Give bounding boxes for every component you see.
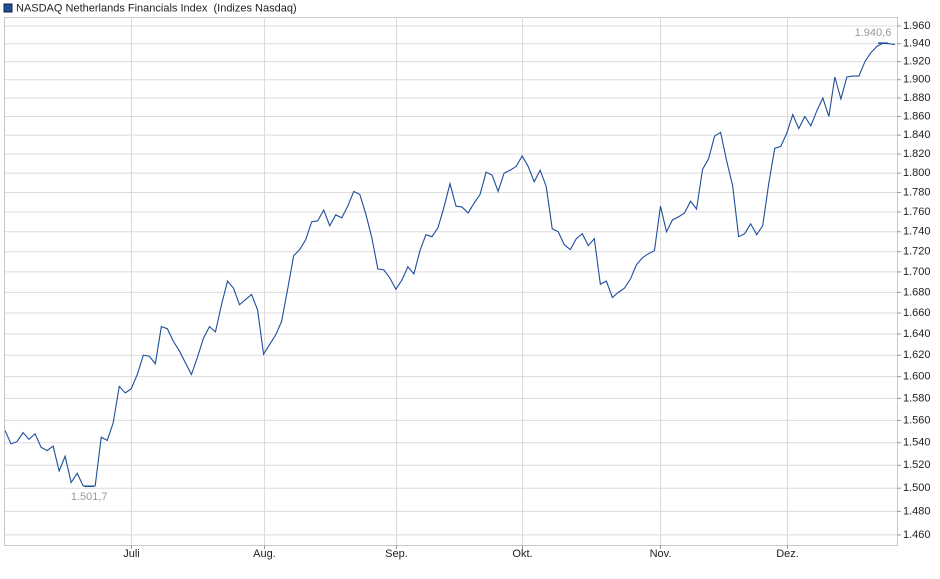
- value-label: 1.501,7: [71, 491, 108, 503]
- y-tick-label: 1.680: [903, 286, 931, 298]
- y-tick-label: 1.560: [903, 414, 931, 426]
- plot-frame: [4, 17, 898, 546]
- y-tick-label: 1.540: [903, 437, 931, 449]
- y-tick-label: 1.820: [903, 148, 931, 160]
- y-tick-label: 1.600: [903, 371, 931, 383]
- y-tick-label: 1.660: [903, 307, 931, 319]
- y-tick-label: 1.720: [903, 246, 931, 258]
- y-tick-label: 1.960: [903, 20, 931, 32]
- y-tick-label: 1.480: [903, 505, 931, 517]
- x-tick-label: Juli: [123, 548, 140, 560]
- legend-label: NASDAQ Netherlands Financials Index (Ind…: [16, 2, 297, 14]
- y-tick-label: 1.880: [903, 92, 931, 104]
- y-tick-label: 1.620: [903, 349, 931, 361]
- y-tick-label: 1.500: [903, 482, 931, 494]
- y-tick-label: 1.640: [903, 328, 931, 340]
- x-tick-label: Okt.: [512, 548, 532, 560]
- y-tick-label: 1.740: [903, 226, 931, 238]
- y-tick-label: 1.840: [903, 129, 931, 141]
- y-tick-label: 1.780: [903, 186, 931, 198]
- x-tick-label: Nov.: [650, 548, 672, 560]
- x-tick-label: Sep.: [385, 548, 408, 560]
- x-tick-label: Aug.: [253, 548, 276, 560]
- y-tick-label: 1.860: [903, 110, 931, 122]
- y-tick-label: 1.760: [903, 206, 931, 218]
- legend-swatch: [3, 3, 13, 13]
- value-label: 1.940,6: [855, 27, 892, 39]
- y-tick-label: 1.800: [903, 167, 931, 179]
- y-tick-label: 1.580: [903, 392, 931, 404]
- x-tick-label: Dez.: [776, 548, 799, 560]
- line: [4, 42, 896, 487]
- y-tick-label: 1.520: [903, 459, 931, 471]
- y-tick-label: 1.460: [903, 529, 931, 541]
- y-tick-label: 1.920: [903, 56, 931, 68]
- y-tick-label: 1.940: [903, 38, 931, 50]
- y-tick-label: 1.700: [903, 266, 931, 278]
- y-tick-label: 1.900: [903, 74, 931, 86]
